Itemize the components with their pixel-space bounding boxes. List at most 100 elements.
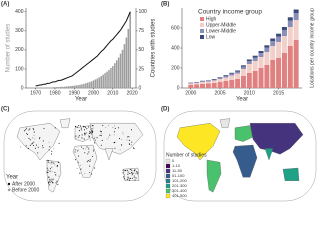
study-location — [56, 180, 58, 182]
bar — [63, 86, 66, 88]
study-location — [105, 126, 107, 129]
study-location — [94, 139, 96, 141]
x-tick-label: 2015 — [273, 90, 284, 96]
country — [219, 118, 231, 128]
study-location — [123, 176, 125, 178]
study-location — [91, 131, 93, 134]
study-location — [50, 153, 52, 155]
study-location — [80, 164, 82, 166]
x-tick-label: 1980 — [49, 90, 60, 96]
bar-segment — [194, 83, 200, 85]
bar-segment — [264, 65, 270, 88]
country — [176, 123, 221, 161]
bar — [94, 79, 97, 88]
study-location — [135, 177, 137, 180]
legend-label: 51-100 — [172, 173, 185, 178]
bar-segment — [188, 83, 194, 84]
bar — [90, 81, 93, 88]
land — [59, 118, 71, 129]
study-location — [88, 126, 90, 128]
bar — [100, 76, 103, 88]
bar-segment — [281, 30, 287, 36]
study-location — [42, 145, 44, 147]
x-tick-label: 2010 — [244, 90, 255, 96]
legend-swatch — [165, 168, 171, 174]
study-location — [128, 179, 130, 181]
bar — [85, 83, 87, 88]
study-location — [133, 170, 135, 172]
study-location — [89, 131, 91, 133]
bar — [73, 85, 76, 88]
study-location — [88, 135, 90, 137]
map — [176, 118, 304, 193]
panel-label: (C) — [1, 107, 9, 113]
study-location — [42, 147, 44, 149]
study-location — [114, 147, 116, 149]
study-location — [49, 170, 51, 172]
bar-segment — [211, 83, 217, 88]
study-location — [88, 136, 90, 138]
study-location — [33, 131, 35, 133]
study-location — [94, 136, 96, 138]
study-location — [49, 161, 51, 164]
y-tick-label: 0 — [21, 85, 24, 91]
study-location — [48, 180, 50, 182]
study-location — [93, 146, 95, 148]
figure: (A)1970 1980 1990 2000 2010 20200100200300400… — [1, 2, 317, 202]
study-location — [51, 161, 53, 163]
y-tick-label: 400 — [171, 45, 180, 51]
study-location — [99, 134, 101, 136]
bar — [121, 49, 124, 88]
y-tick-label: 200 — [15, 47, 24, 53]
bar — [127, 28, 130, 88]
bar-segment — [217, 82, 223, 88]
bar-segment — [240, 66, 246, 69]
study-location — [57, 161, 59, 163]
legend-label: High — [206, 16, 217, 22]
bar-segment — [276, 42, 282, 58]
study-location — [85, 132, 87, 134]
study-location — [135, 171, 137, 173]
y2-tick-label: 0 — [139, 85, 142, 91]
study-location — [91, 129, 93, 131]
study-location — [39, 136, 41, 139]
study-location — [74, 159, 76, 161]
study-location — [91, 128, 93, 130]
bar-segment — [217, 77, 223, 78]
study-location — [54, 174, 56, 176]
study-location — [92, 127, 94, 129]
x-tick-label: 2000 — [88, 90, 99, 96]
study-location — [49, 146, 51, 148]
study-location — [133, 148, 135, 150]
study-location — [128, 139, 130, 141]
bar-segment — [188, 83, 194, 85]
x-tick-label: 1970 — [30, 90, 41, 96]
legend-label: 0 — [172, 158, 175, 163]
study-location — [86, 146, 88, 148]
bar-segment — [270, 60, 276, 88]
study-location — [49, 181, 51, 183]
bar-segment — [287, 27, 293, 46]
bar — [102, 74, 104, 88]
study-location — [28, 129, 30, 131]
study-location — [46, 159, 48, 162]
study-location — [89, 159, 91, 161]
bar — [69, 86, 72, 88]
study-location — [131, 170, 133, 172]
bar — [112, 66, 114, 88]
bar-segment — [223, 77, 229, 81]
y2-tick-label: 50 — [139, 47, 145, 53]
study-location — [130, 169, 132, 171]
legend-swatch — [165, 183, 171, 189]
land — [122, 167, 140, 181]
bar — [65, 86, 68, 88]
bar-segment — [200, 82, 205, 84]
legend-label: 1-10 — [172, 163, 181, 168]
bar — [79, 84, 81, 88]
study-location — [29, 128, 31, 130]
study-location — [102, 124, 104, 127]
study-location — [78, 155, 80, 157]
study-location — [29, 144, 31, 146]
legend-label: Before 2000 — [12, 187, 39, 193]
bar — [106, 71, 108, 88]
